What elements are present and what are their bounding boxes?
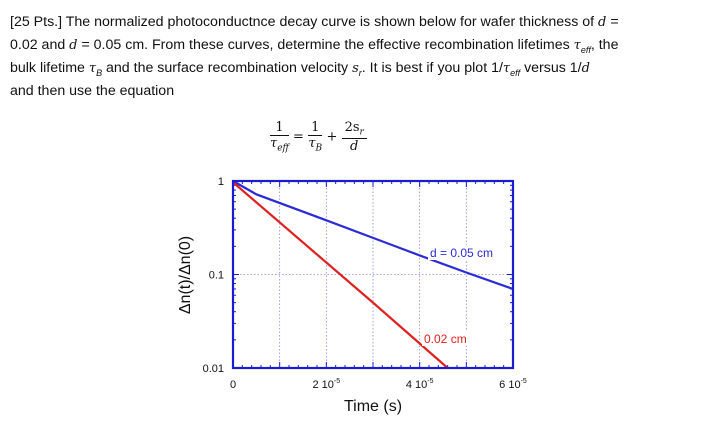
y-axis-label: Δn(t)/Δn(0)	[177, 236, 194, 314]
problem-line-4: and then use the equation	[10, 83, 175, 99]
series-label-bg	[422, 331, 472, 346]
problem-line-3: bulk lifetime τB and the surface recombi…	[10, 60, 590, 78]
x-tick-label: 0	[230, 379, 236, 391]
x-axis-label: Time (s)	[344, 398, 402, 415]
problem-line-2: 0.02 and d = 0.05 cm. From these curves,…	[10, 37, 619, 55]
series-line-1	[232, 181, 449, 369]
y-tick-label: 0.1	[209, 270, 224, 282]
x-tick-label: 6 10-5	[499, 378, 527, 391]
plot-frame	[231, 179, 515, 370]
y-tick-label: 0.01	[203, 363, 224, 375]
equation: 1 τeff = 1 τB + 2sr d	[270, 120, 367, 154]
x-tick-label: 4 10-5	[406, 378, 434, 391]
series-label: 0.02 cm	[424, 332, 467, 346]
series-label-bg	[428, 245, 504, 260]
y-tick-label: 1	[218, 176, 224, 188]
x-tick-label: 2 10-5	[313, 378, 341, 391]
problem-line-1: [25 Pts.] The normalized photoconductnce…	[10, 14, 619, 30]
series-label: d = 0.05 cm	[430, 246, 493, 260]
series-line-0	[232, 180, 514, 291]
